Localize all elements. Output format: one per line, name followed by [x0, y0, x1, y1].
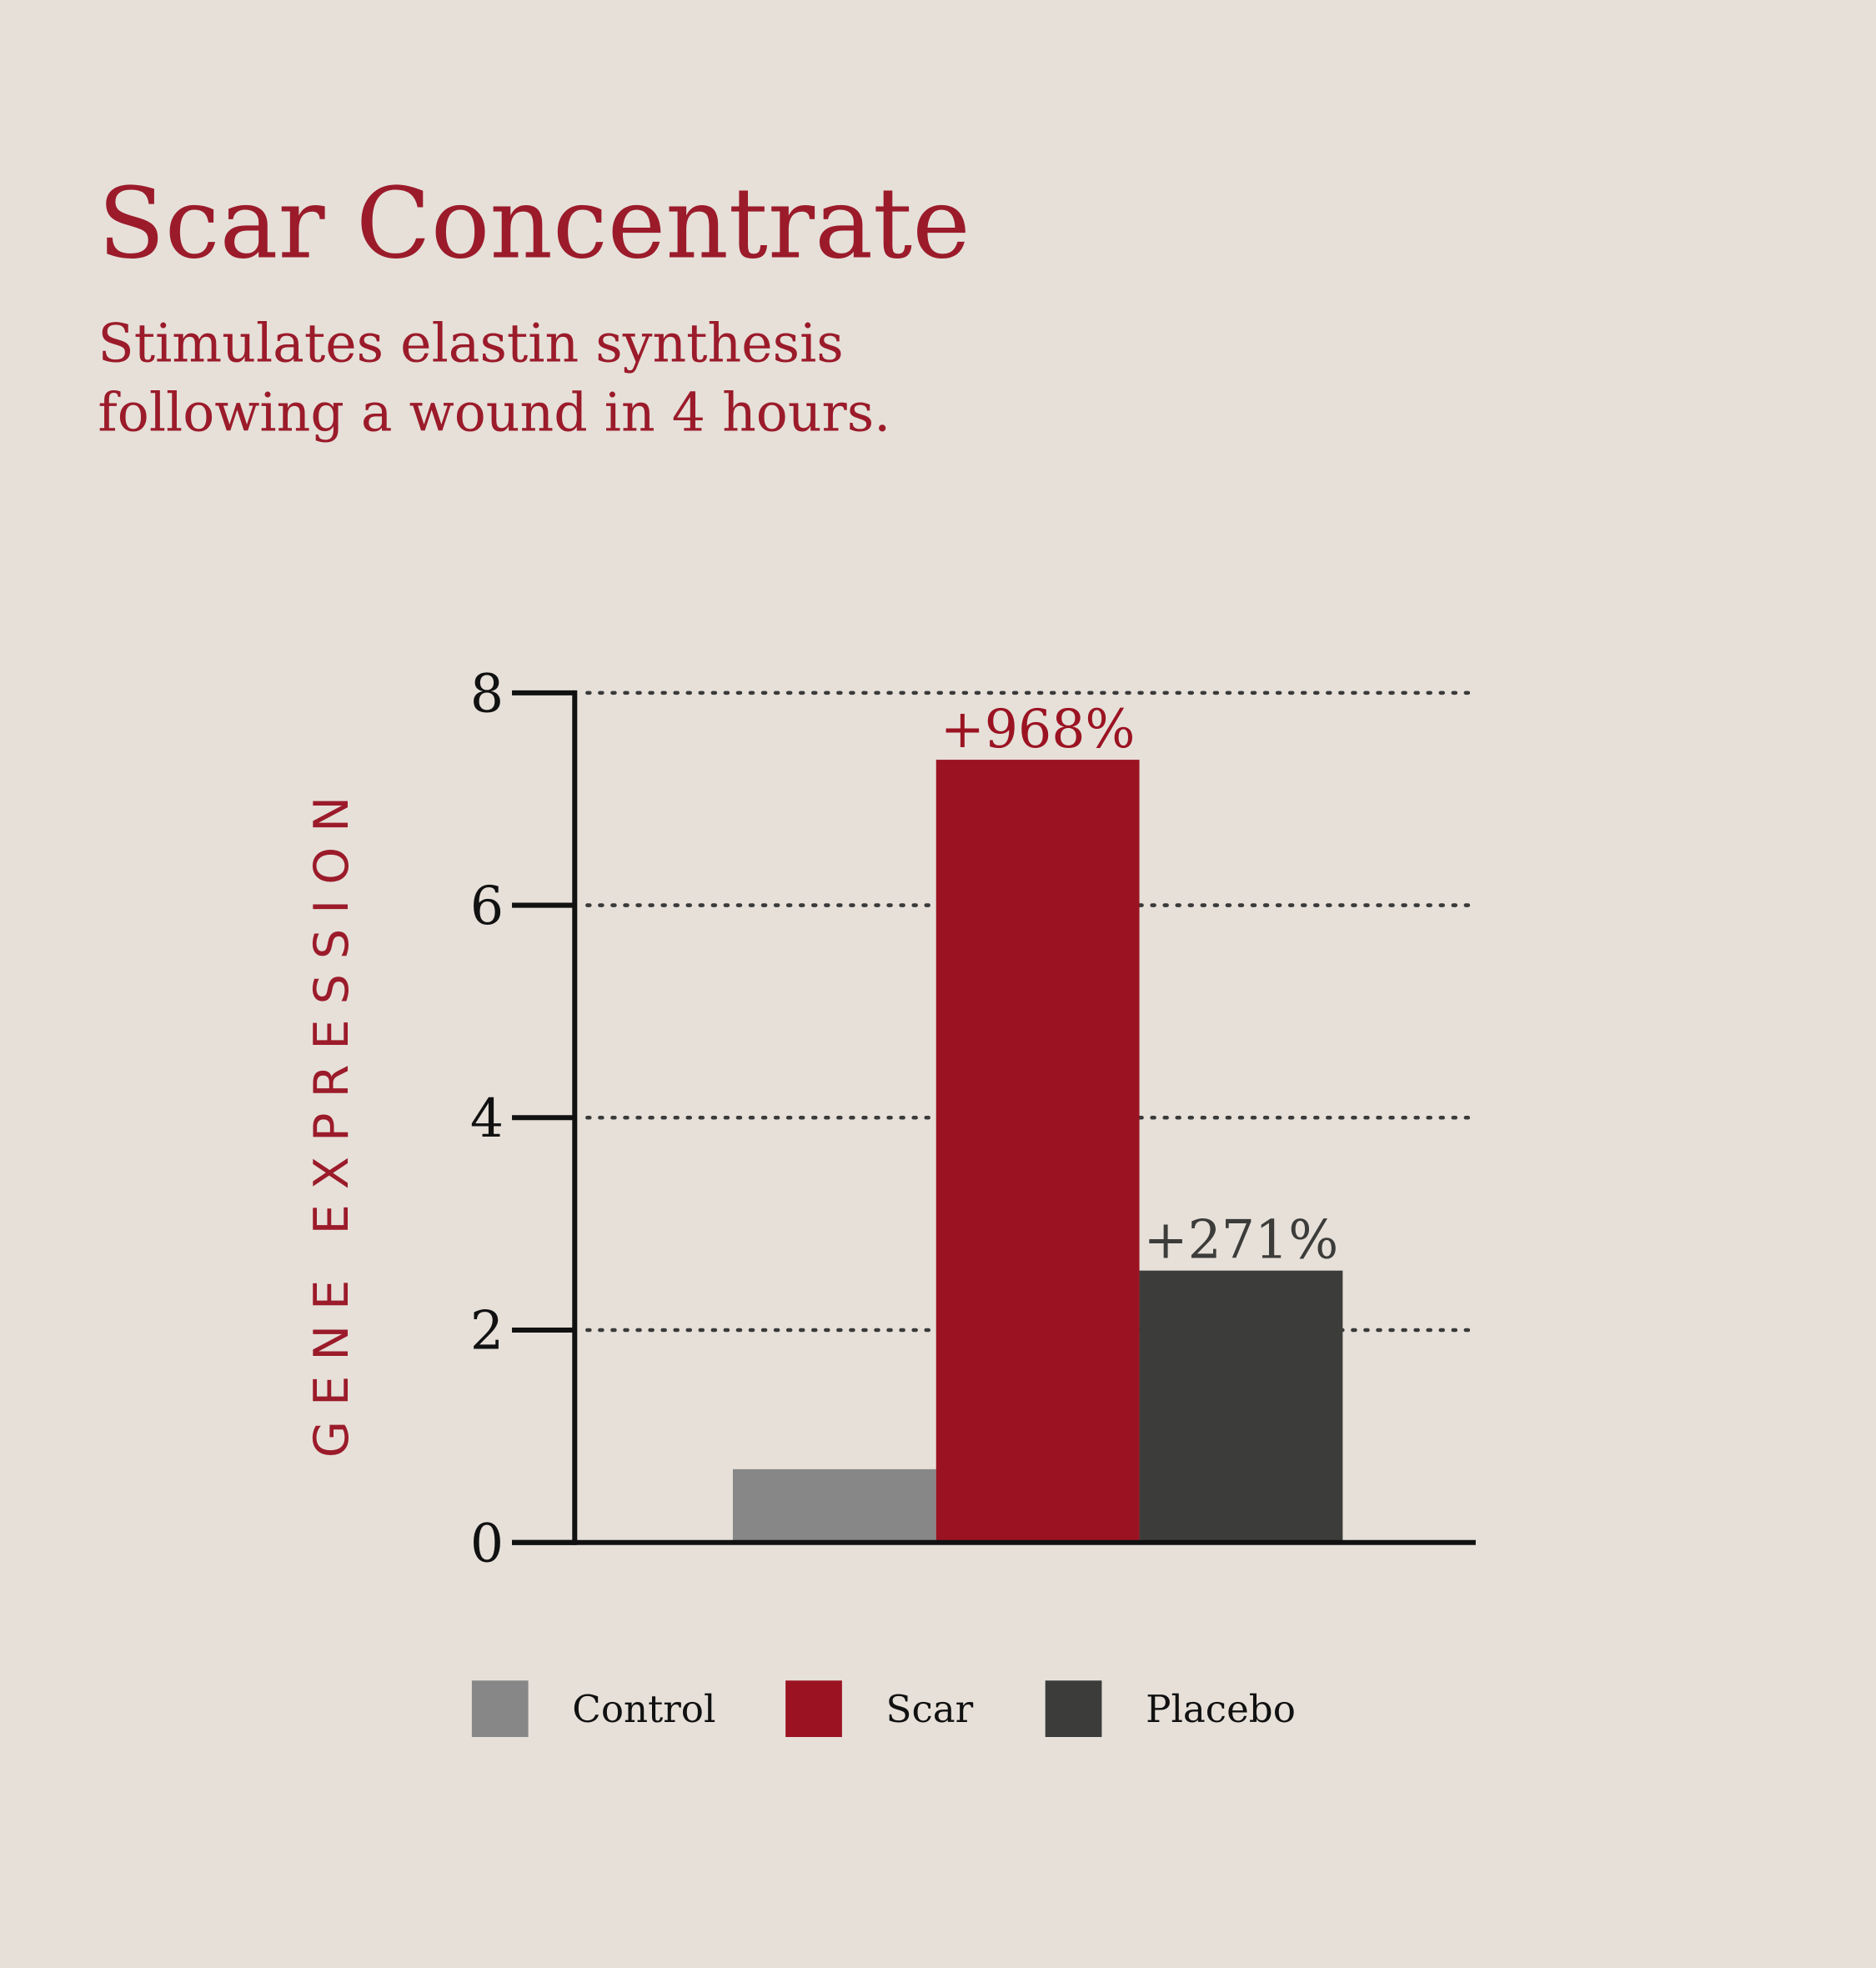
legend: Control Scar Placebo — [471, 1680, 1296, 1738]
y-tick-label: 6 — [470, 875, 504, 936]
bars: +968% +271% — [732, 698, 1343, 1543]
legend-label: Placebo — [1146, 1687, 1296, 1731]
legend-swatch — [1045, 1680, 1102, 1738]
legend-swatch — [471, 1680, 529, 1738]
legend-label: Scar — [886, 1687, 974, 1731]
bar-annotation: +271% — [1144, 1209, 1339, 1271]
y-tick-label: 2 — [470, 1300, 504, 1362]
subtitle-line: Stimulates elastin synthesis — [98, 313, 843, 374]
bar — [1139, 1270, 1343, 1543]
y-tick-label: 8 — [470, 662, 504, 724]
bar — [935, 760, 1140, 1543]
bar — [732, 1468, 936, 1543]
subtitle-line: following a wound in 4 hours. — [98, 381, 890, 443]
y-tick-label: 0 — [470, 1512, 504, 1574]
y-axis-label: GENE EXPRESSION — [304, 781, 359, 1458]
chart-title: Scar Concentrate — [98, 167, 970, 281]
legend-swatch — [785, 1680, 842, 1738]
bar-annotation: +968% — [941, 698, 1136, 760]
y-tick-label: 4 — [470, 1087, 504, 1149]
ticks: 0 2 4 6 8 — [470, 662, 575, 1574]
legend-label: Control — [572, 1687, 715, 1731]
